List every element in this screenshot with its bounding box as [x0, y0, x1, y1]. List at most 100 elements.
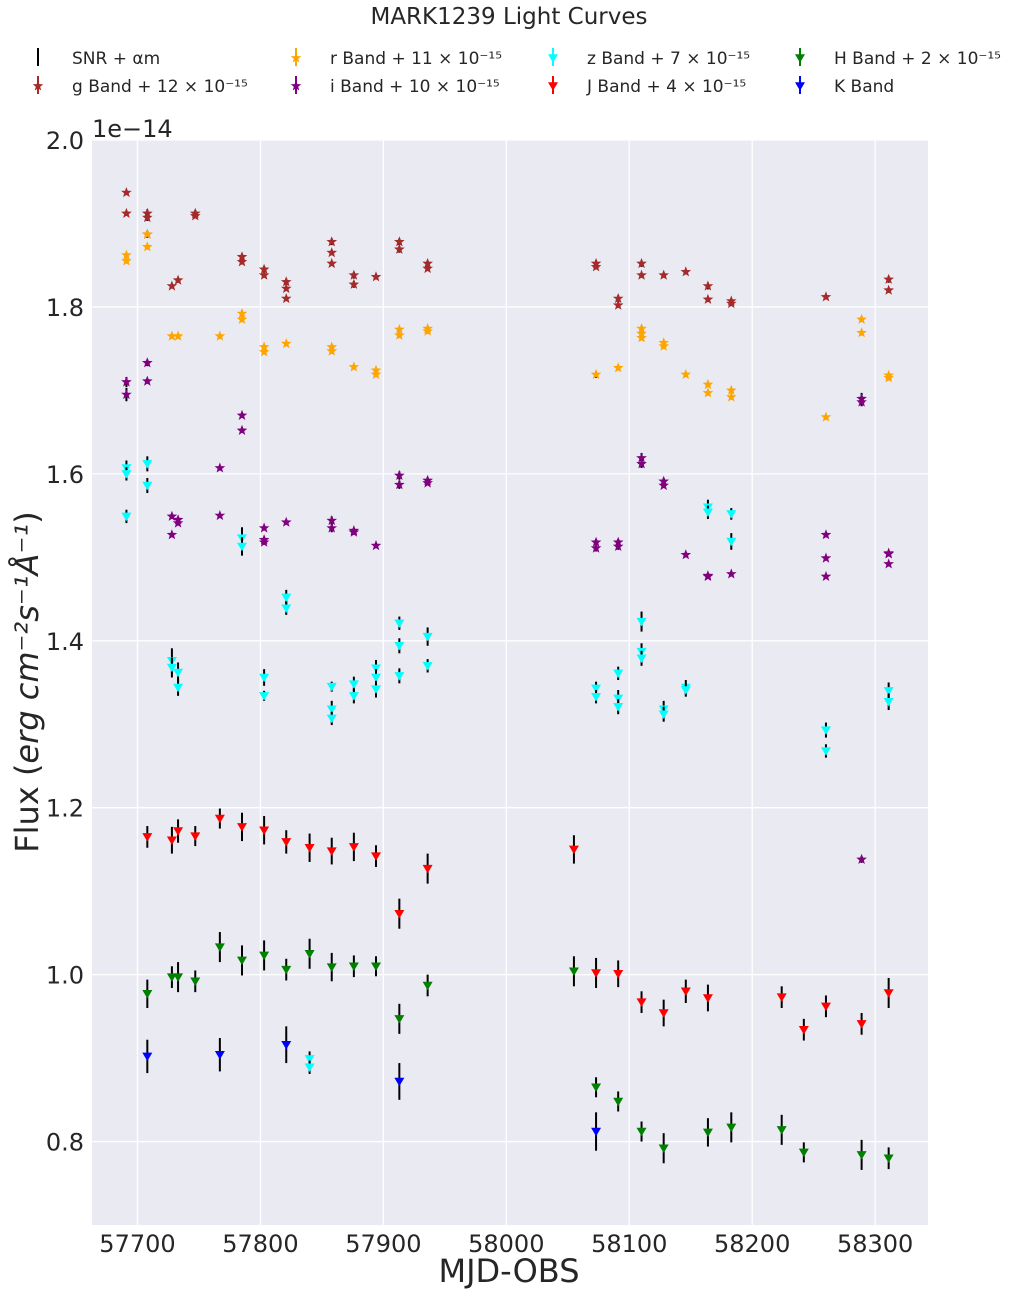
data-point	[326, 236, 338, 247]
data-point	[883, 273, 894, 284]
data-point	[702, 378, 714, 390]
legend-item-snr: SNR + αm	[37, 48, 160, 69]
data-point	[726, 391, 737, 402]
data-point	[680, 266, 692, 277]
data-point	[142, 375, 153, 386]
y-axis-title-units: erg cm⁻²s⁻¹Å⁻¹	[8, 524, 46, 764]
data-point	[726, 568, 737, 579]
data-point	[726, 1123, 737, 1133]
data-point	[258, 536, 270, 547]
data-point	[590, 368, 602, 380]
data-point	[348, 692, 359, 701]
data-point	[591, 692, 602, 702]
data-point	[236, 542, 247, 552]
data-point	[883, 989, 894, 998]
data-point	[422, 981, 433, 991]
y-offset-label: 1e−14	[92, 115, 173, 143]
data-point	[422, 662, 433, 671]
data-point	[280, 283, 292, 294]
data-point	[820, 552, 832, 563]
data-point	[636, 257, 647, 269]
data-point	[702, 1128, 713, 1138]
data-point	[173, 683, 184, 693]
x-axis-title: MJD-OBS	[438, 1252, 579, 1290]
data-point	[259, 692, 270, 701]
data-point	[726, 384, 737, 395]
data-point	[236, 256, 248, 267]
data-point	[658, 479, 669, 491]
data-point	[142, 481, 153, 491]
legend-label: r Band + 11 × 10⁻¹⁵	[330, 49, 502, 69]
x-tick-label: 57700	[99, 1230, 175, 1258]
data-point	[702, 508, 713, 517]
data-point	[258, 346, 270, 357]
data-point	[636, 269, 647, 280]
data-point	[636, 458, 647, 469]
data-point	[883, 558, 894, 569]
chart-title: MARK1239 Light Curves	[370, 4, 647, 30]
data-point	[370, 962, 381, 972]
data-point	[348, 269, 360, 280]
series-i	[121, 357, 894, 864]
legend-item-r: r Band + 11 × 10⁻¹⁵	[290, 48, 502, 69]
data-point	[189, 210, 201, 221]
data-point	[281, 1040, 292, 1050]
data-point	[658, 269, 669, 280]
data-point	[422, 632, 433, 642]
data-point	[726, 298, 737, 309]
data-point	[820, 411, 832, 422]
data-point	[236, 308, 248, 319]
data-point	[121, 470, 132, 479]
data-point	[236, 313, 248, 324]
x-tick-label: 58200	[714, 1230, 790, 1258]
data-point	[326, 257, 338, 269]
data-point	[590, 542, 602, 553]
data-point	[636, 1127, 647, 1137]
data-point	[798, 1148, 809, 1158]
data-point	[326, 682, 337, 692]
data-point	[798, 1025, 809, 1035]
legend-label: i Band + 10 × 10⁻¹⁵	[330, 77, 500, 97]
legend-item-J: J Band + 4 × 10⁻¹⁵	[548, 76, 746, 97]
data-point	[326, 705, 337, 714]
series-z	[121, 456, 894, 1074]
data-point	[166, 529, 178, 540]
legend-label: SNR + αm	[72, 49, 160, 69]
data-point	[883, 1154, 894, 1163]
data-point	[568, 845, 579, 855]
data-marks	[121, 187, 894, 1170]
data-point	[726, 510, 737, 519]
data-point	[370, 852, 381, 861]
y-axis-title-prefix: Flux (	[8, 764, 46, 853]
data-point	[326, 515, 338, 526]
data-point	[591, 1127, 602, 1137]
data-point	[121, 389, 132, 400]
legend-star-icon	[290, 52, 302, 63]
data-point	[820, 1002, 831, 1012]
data-point	[142, 228, 153, 239]
data-point	[166, 510, 178, 521]
data-point	[856, 853, 867, 864]
data-point	[142, 212, 153, 223]
data-point	[394, 1015, 405, 1024]
data-point	[612, 293, 624, 304]
data-point	[820, 747, 831, 756]
data-point	[680, 987, 691, 997]
data-point	[394, 672, 405, 681]
data-point	[680, 686, 691, 695]
x-tick-label: 58100	[591, 1230, 667, 1258]
y-axis-title-suffix: )	[8, 511, 46, 523]
data-point	[658, 340, 669, 351]
data-point	[280, 293, 292, 304]
data-point	[214, 462, 226, 473]
data-point	[326, 847, 337, 856]
data-point	[680, 549, 692, 560]
data-point	[590, 261, 602, 272]
data-point	[726, 537, 737, 547]
data-point	[214, 814, 225, 824]
data-point	[166, 836, 177, 845]
data-point	[326, 247, 338, 258]
series-r	[121, 228, 894, 422]
data-point	[304, 1055, 315, 1064]
data-point	[591, 969, 602, 978]
